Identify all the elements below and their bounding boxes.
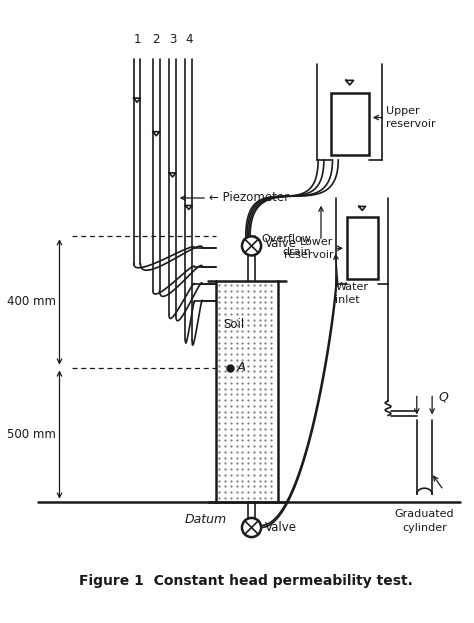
Text: Water
inlet: Water inlet bbox=[336, 282, 368, 305]
Text: 1: 1 bbox=[133, 32, 141, 45]
Text: Q: Q bbox=[439, 391, 449, 404]
Text: 3: 3 bbox=[169, 32, 176, 45]
Text: A: A bbox=[237, 361, 246, 374]
Text: 400 mm: 400 mm bbox=[7, 295, 55, 308]
Text: Valve: Valve bbox=[265, 521, 297, 534]
Text: Datum: Datum bbox=[185, 513, 227, 526]
Text: 500 mm: 500 mm bbox=[7, 428, 55, 441]
Text: Overflow
drain: Overflow drain bbox=[262, 234, 311, 257]
Text: Lower
reservoir: Lower reservoir bbox=[284, 237, 333, 260]
Circle shape bbox=[242, 518, 261, 537]
Text: Figure 1  Constant head permeability test.: Figure 1 Constant head permeability test… bbox=[79, 574, 413, 588]
Text: Soil: Soil bbox=[223, 318, 245, 331]
Text: 2: 2 bbox=[153, 32, 160, 45]
Text: Graduated
cylinder: Graduated cylinder bbox=[395, 510, 454, 533]
Circle shape bbox=[242, 236, 261, 255]
Bar bbox=[347, 217, 377, 279]
Text: Valve: Valve bbox=[265, 237, 297, 250]
Text: ← Piezometer: ← Piezometer bbox=[209, 191, 289, 204]
Text: 4: 4 bbox=[185, 32, 192, 45]
Text: Upper
reservoir: Upper reservoir bbox=[386, 106, 436, 129]
Bar bbox=[330, 93, 369, 155]
